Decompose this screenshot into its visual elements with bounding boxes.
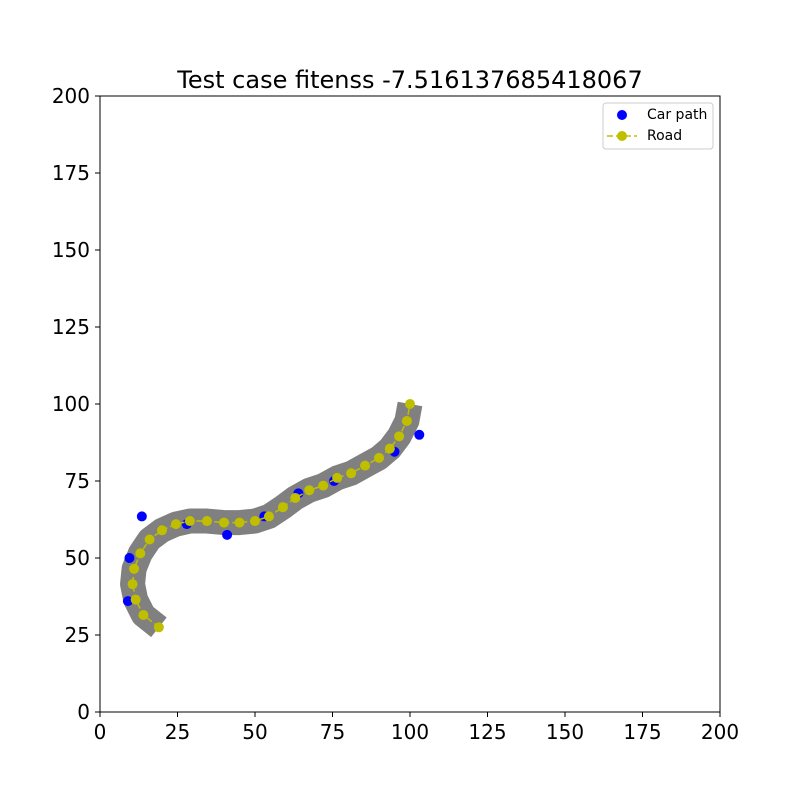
car-path-point [122,596,133,607]
road-point [277,502,288,513]
legend-label-road: Road [647,128,682,144]
road-series [127,399,415,633]
road-point [234,517,245,528]
y-tick-label: 100 [52,392,90,416]
road-point [401,415,412,426]
x-tick-label: 0 [94,720,107,744]
y-tick-label: 175 [52,161,90,185]
legend-marker-road [617,131,627,141]
car-path-point [222,529,233,540]
y-tick-label: 75 [65,469,90,493]
x-tick-label: 25 [165,720,190,744]
road-point [374,452,384,463]
road-point [144,534,155,545]
road-point [290,492,301,503]
x-tick-label: 125 [468,720,506,744]
car-path-point [124,553,135,563]
road-point [201,516,212,527]
road-point [394,431,405,442]
legend-label-car-path: Car path [647,107,707,123]
y-tick-label: 200 [52,84,90,108]
x-tick-label: 75 [320,720,345,744]
x-tick-label: 175 [623,720,661,744]
road-point [219,517,229,528]
chart-title: Test case fitenss -7.516137685418067 [176,66,642,94]
legend-box [602,102,714,150]
x-tick-label: 200 [701,720,739,744]
y-tick-label: 125 [52,315,90,339]
car-path-point [136,511,147,522]
y-tick-label: 0 [77,700,90,724]
road-point [250,516,260,527]
legend-marker-car-path [617,110,627,120]
road-point [405,399,415,409]
road-point [184,516,195,527]
road-point [263,511,274,522]
road-point [346,468,357,479]
y-tick-label: 50 [65,546,90,570]
road-point [129,563,140,574]
x-axis: 0 25 50 75 100 125 150 175 200 [94,712,739,744]
y-axis: 0 25 50 75 100 125 150 175 200 [52,84,100,724]
road-point [157,525,167,536]
car-path-point [414,429,425,440]
road-point [332,472,343,483]
road-point [138,609,149,620]
road-point [130,594,141,605]
x-tick-label: 150 [546,720,584,744]
road-point [153,622,164,633]
road-point [135,548,146,559]
y-tick-label: 150 [52,238,90,262]
road-point [318,480,329,491]
road-point [127,579,138,590]
y-tick-label: 25 [65,623,90,647]
x-tick-label: 100 [391,720,429,744]
x-tick-label: 50 [242,720,267,744]
legend: Car path Road [602,102,714,150]
road-point [360,460,371,471]
road-point [384,443,395,454]
road-point [170,519,181,530]
road-point [304,485,315,496]
